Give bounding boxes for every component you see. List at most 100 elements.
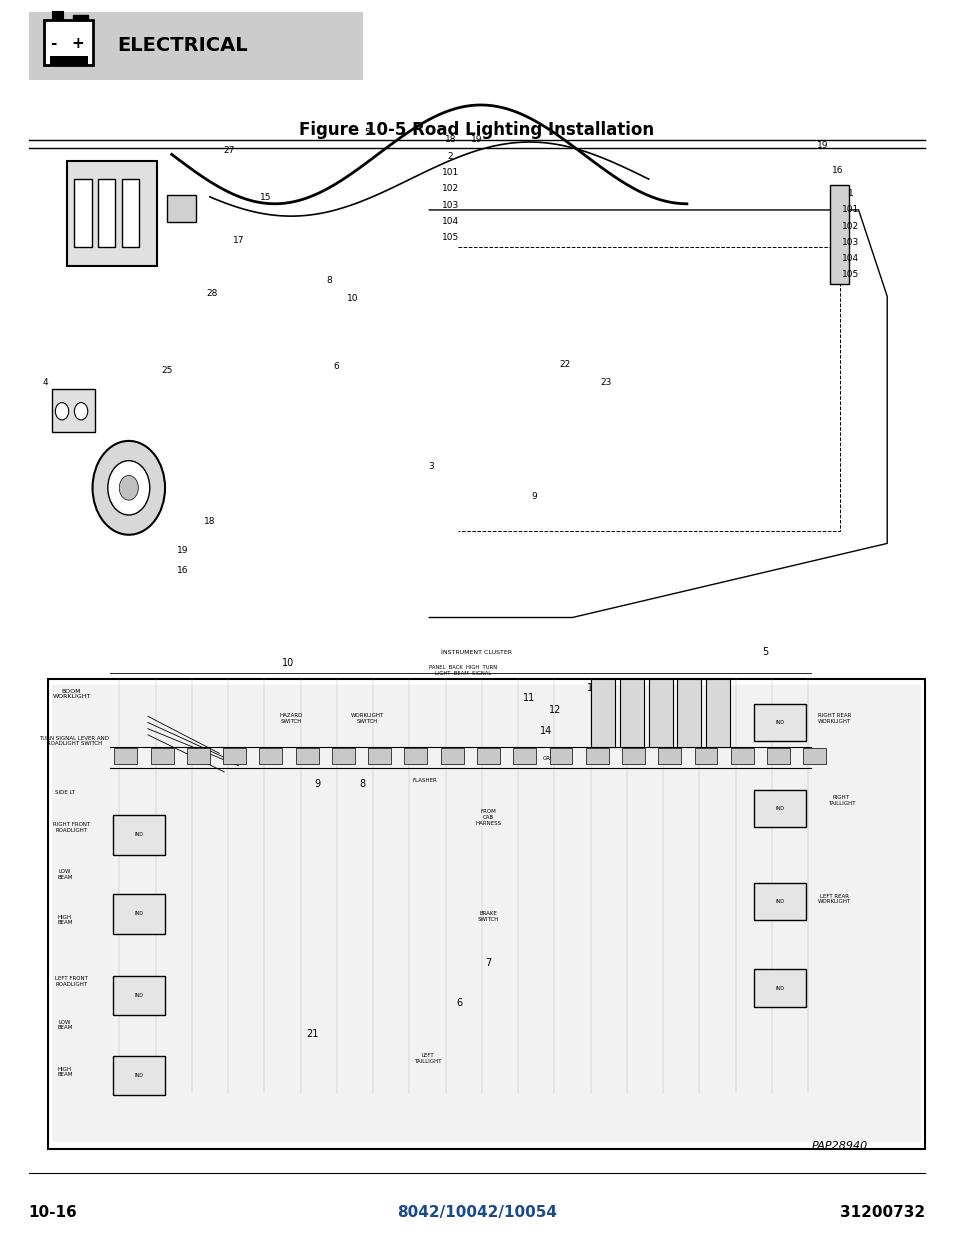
Bar (112, 894, 165, 934)
Text: 28: 28 (206, 289, 217, 299)
Text: 9: 9 (531, 492, 537, 501)
Text: 13: 13 (587, 683, 598, 693)
Text: RIGHT REAR
WORKLIGHT: RIGHT REAR WORKLIGHT (818, 714, 850, 724)
Text: 31200732: 31200732 (840, 1205, 924, 1220)
Text: 8042/10042/10054: 8042/10042/10054 (396, 1205, 557, 1220)
Text: LEFT
TAILLIGHT: LEFT TAILLIGHT (414, 1053, 440, 1063)
Bar (98, 179, 115, 247)
Text: Figure 10-5 Road Lighting Installation: Figure 10-5 Road Lighting Installation (299, 121, 654, 138)
Bar (295, 748, 318, 764)
Text: 17: 17 (233, 236, 244, 246)
Text: 10: 10 (282, 658, 294, 668)
Text: HIGH
BEAM: HIGH BEAM (57, 915, 72, 925)
Text: 14: 14 (539, 726, 551, 736)
Text: WORKLIGHT
SWITCH: WORKLIGHT SWITCH (351, 714, 383, 724)
Text: 101: 101 (841, 205, 859, 215)
Text: IND: IND (134, 993, 143, 998)
Bar (694, 748, 717, 764)
Bar (753, 883, 805, 920)
Text: 105: 105 (441, 232, 458, 242)
Circle shape (74, 403, 88, 420)
Circle shape (108, 461, 150, 515)
Text: 10: 10 (347, 294, 358, 304)
Bar (648, 679, 672, 747)
Text: 4: 4 (43, 378, 49, 388)
Bar (112, 815, 165, 855)
Bar (440, 748, 463, 764)
Text: 19: 19 (816, 141, 827, 151)
Text: 12: 12 (549, 705, 560, 715)
Text: LOW
BEAM: LOW BEAM (57, 1020, 72, 1030)
Text: HAZARD
SWITCH: HAZARD SWITCH (279, 714, 302, 724)
Bar (621, 748, 644, 764)
Text: 16: 16 (177, 566, 189, 576)
Text: 18: 18 (444, 135, 456, 144)
Circle shape (92, 441, 165, 535)
Text: LEFT REAR
WORKLIGHT: LEFT REAR WORKLIGHT (818, 894, 850, 904)
Text: 21: 21 (307, 1029, 318, 1039)
Bar (753, 790, 805, 827)
Text: IND: IND (775, 720, 783, 725)
Bar (48, 161, 924, 655)
Bar (591, 679, 615, 747)
Text: 105: 105 (841, 269, 859, 279)
Bar (753, 704, 805, 741)
Text: 11: 11 (523, 693, 535, 703)
Text: 25: 25 (161, 366, 172, 375)
Bar (766, 748, 789, 764)
Text: IND: IND (775, 986, 783, 990)
Bar (619, 679, 643, 747)
Text: 22: 22 (558, 359, 570, 369)
Text: IND: IND (775, 806, 783, 811)
Bar (259, 748, 282, 764)
Text: INSTRUMENT CLUSTER: INSTRUMENT CLUSTER (441, 650, 512, 655)
Text: 102: 102 (841, 221, 859, 231)
Bar (112, 1056, 165, 1095)
Bar (513, 748, 536, 764)
Bar (549, 748, 572, 764)
Text: IND: IND (134, 832, 143, 837)
Bar (50, 56, 88, 65)
Bar (48, 679, 924, 1149)
Bar (187, 748, 210, 764)
Text: SIDE LT: SIDE LT (55, 790, 74, 795)
Text: 3: 3 (428, 462, 434, 472)
Text: PAP28940: PAP28940 (811, 1141, 866, 1151)
Text: RIGHT FRONT
ROADLIGHT: RIGHT FRONT ROADLIGHT (52, 823, 91, 832)
Text: -: - (51, 36, 56, 51)
Bar (151, 748, 173, 764)
Text: 10-16: 10-16 (29, 1205, 77, 1220)
Bar (753, 969, 805, 1007)
Bar (112, 976, 165, 1015)
Text: TURN SIGNAL LEVER AND
ROADLIGHT SWITCH: TURN SIGNAL LEVER AND ROADLIGHT SWITCH (39, 736, 110, 746)
Bar (53, 12, 63, 20)
Bar (67, 161, 157, 266)
Text: 103: 103 (441, 200, 458, 210)
Text: 27: 27 (223, 146, 234, 156)
Text: IND: IND (775, 899, 783, 904)
Bar (829, 185, 848, 284)
Bar (368, 748, 391, 764)
Circle shape (55, 403, 69, 420)
Bar (74, 179, 91, 247)
Text: 103: 103 (841, 237, 859, 247)
Bar (223, 748, 246, 764)
Bar (658, 748, 680, 764)
Bar (72, 15, 88, 20)
Text: CAB
GROUND: CAB GROUND (542, 751, 567, 761)
Bar (677, 679, 700, 747)
Bar (404, 748, 427, 764)
Text: 6: 6 (333, 362, 338, 372)
Text: 104: 104 (841, 253, 859, 263)
Text: LEFT FRONT
ROADLIGHT: LEFT FRONT ROADLIGHT (55, 977, 88, 987)
Text: 19: 19 (177, 546, 189, 556)
Text: HIGH
BEAM: HIGH BEAM (57, 1067, 72, 1077)
Text: 19: 19 (471, 135, 482, 144)
Text: 5: 5 (761, 647, 767, 657)
Text: FROM
CAB
HARNESS: FROM CAB HARNESS (475, 809, 501, 826)
Text: 16: 16 (831, 165, 842, 175)
Bar (705, 679, 729, 747)
Text: 1: 1 (847, 189, 853, 199)
Bar (730, 748, 753, 764)
Text: 101: 101 (441, 168, 458, 178)
